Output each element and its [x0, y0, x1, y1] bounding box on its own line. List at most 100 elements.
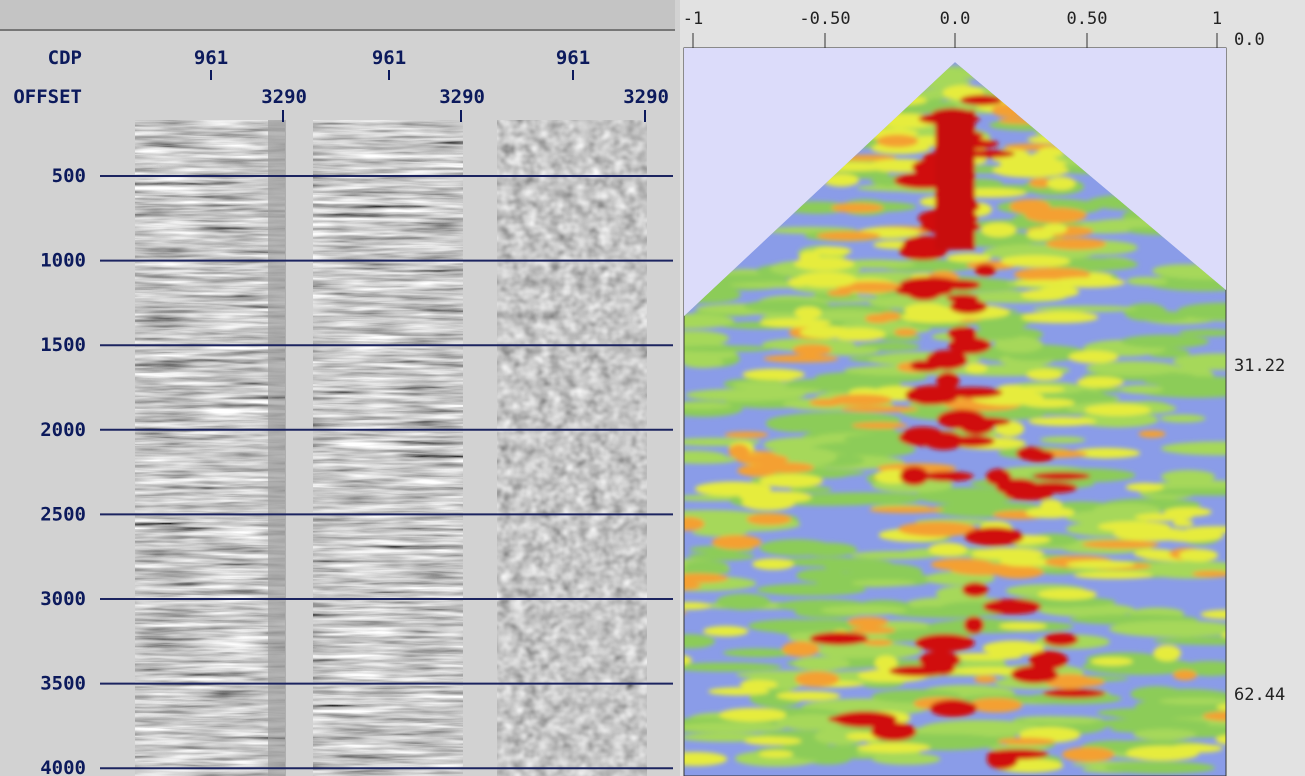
toolbar: [0, 0, 675, 30]
heat-blob: [685, 388, 806, 402]
heat-blob: [910, 360, 932, 371]
heat-blob: [794, 306, 822, 320]
heat-blob: [857, 742, 931, 753]
heat-blob: [1062, 747, 1115, 762]
heat-blob: [960, 94, 1003, 106]
heat-blob: [757, 462, 815, 473]
heat-blob: [971, 547, 1045, 560]
heat-blob: [864, 313, 892, 324]
heat-blob: [1202, 711, 1226, 721]
heat-blob: [776, 691, 841, 701]
cdp-label: 961: [372, 47, 406, 69]
heat-blob: [746, 513, 792, 526]
heat-blob: [1037, 286, 1080, 298]
x-axis-label: -0.50: [799, 9, 850, 29]
heat-blob: [928, 542, 968, 557]
heat-blob: [968, 329, 1023, 340]
heat-blob: [804, 469, 851, 479]
heat-blob: [851, 579, 916, 587]
heat-blob: [946, 253, 992, 263]
heat-blob: [841, 320, 916, 330]
heat-blob: [1178, 329, 1226, 337]
time-label: 1000: [40, 250, 86, 272]
heat-blob: [974, 263, 996, 277]
heat-blob: [1178, 548, 1219, 562]
heat-blob: [684, 582, 702, 591]
heat-blob: [1113, 527, 1193, 541]
heat-blob: [684, 330, 729, 346]
heat-blob: [914, 487, 1018, 505]
heat-blob: [1177, 302, 1226, 320]
heat-blob: [687, 552, 755, 561]
heat-blob: [1143, 376, 1226, 387]
heat-blob: [1186, 526, 1226, 533]
heat-blob: [684, 402, 732, 410]
heat-blob: [893, 727, 1000, 734]
heat-blob: [947, 652, 1023, 661]
time-label: 2500: [40, 503, 86, 525]
time-label: 2000: [40, 419, 86, 441]
heat-blob: [1051, 277, 1126, 288]
heat-blob: [1192, 570, 1226, 578]
heat-blob: [852, 563, 923, 580]
heat-blob: [799, 325, 854, 339]
x-axis-label: 0.50: [1067, 9, 1108, 29]
heat-blob: [974, 675, 997, 684]
heat-blob: [763, 354, 839, 363]
heat-blob: [1068, 350, 1119, 364]
heat-blob: [914, 633, 975, 652]
heat-blob: [816, 642, 922, 660]
heat-blob: [684, 751, 728, 766]
time-label: 1500: [40, 334, 86, 356]
heat-blob: [1021, 311, 1099, 324]
heat-blob: [1026, 369, 1063, 381]
heat-blob: [684, 662, 783, 672]
heat-blob: [831, 203, 884, 213]
heat-blob: [992, 156, 1058, 164]
heat-blob: [684, 357, 724, 369]
heat-blob: [1159, 697, 1226, 705]
heat-blob: [936, 371, 960, 390]
heat-blob: [836, 259, 916, 269]
offset-label: 3290: [439, 86, 485, 108]
heat-blob: [1016, 386, 1066, 393]
heat-blob: [829, 394, 892, 406]
heat-blob: [1081, 540, 1159, 549]
heat-blob: [1007, 350, 1060, 361]
heat-blob: [872, 753, 941, 765]
heat-blob: [1009, 199, 1051, 214]
time-label: 500: [52, 165, 86, 187]
heat-blob: [684, 602, 712, 610]
heat-blob: [1028, 416, 1097, 426]
heat-blob: [789, 486, 832, 494]
heat-blob: [915, 389, 975, 398]
heat-blob: [809, 631, 869, 646]
gather-image: [497, 120, 647, 776]
heat-blob: [948, 336, 992, 355]
heat-blob: [1125, 482, 1164, 492]
heat-blob: [1173, 353, 1226, 370]
heat-blob: [724, 431, 769, 438]
heat-blob: [949, 435, 995, 447]
heat-blob: [1084, 404, 1151, 416]
heat-blob: [1160, 441, 1226, 456]
heat-blob: [752, 558, 795, 570]
heat-blob: [703, 626, 749, 637]
heat-blob: [981, 222, 1017, 238]
heat-blob: [722, 648, 796, 658]
heat-blob: [803, 492, 927, 501]
heat-blob: [1071, 447, 1141, 459]
row-label: CDP: [48, 47, 82, 69]
gather-mute: [268, 120, 286, 776]
heat-blob: [1109, 620, 1226, 638]
heat-blob: [684, 722, 786, 733]
heat-blob: [684, 450, 727, 463]
heat-blob: [874, 655, 898, 671]
heat-blob: [684, 634, 716, 649]
heat-blob: [1141, 487, 1226, 496]
heat-blob: [716, 593, 771, 611]
heat-blob: [1029, 178, 1054, 188]
heat-blob: [744, 736, 802, 746]
heat-blob: [1173, 670, 1197, 681]
